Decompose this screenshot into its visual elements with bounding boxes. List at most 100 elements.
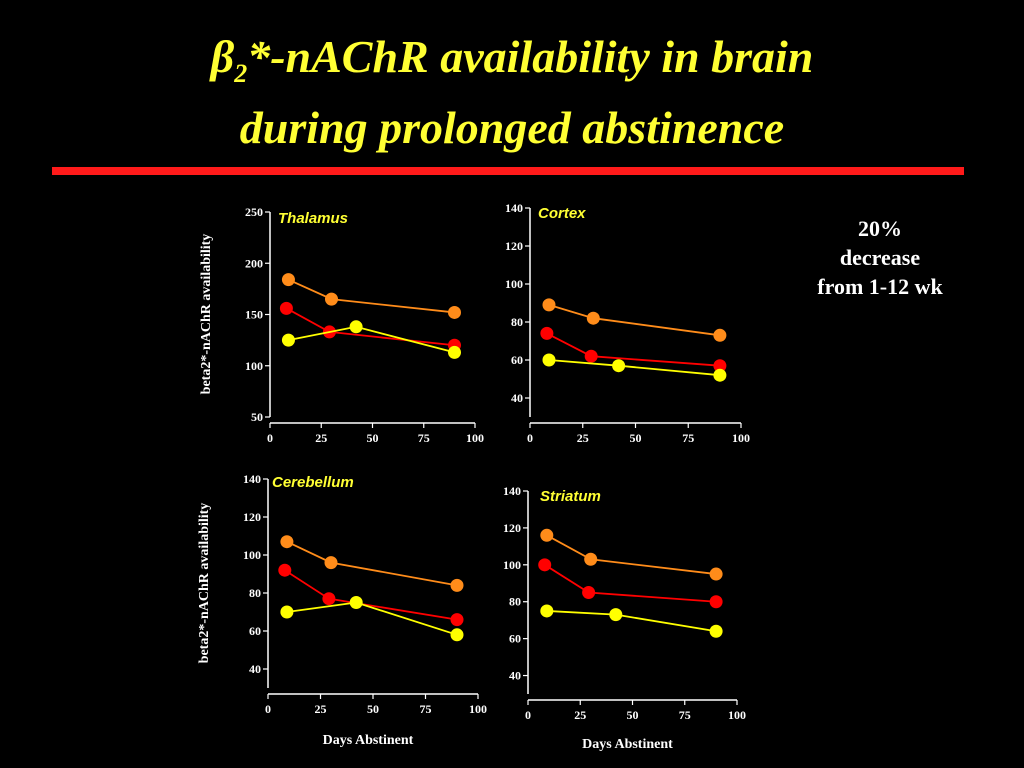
title-divider [52, 167, 964, 175]
series-line-3 [546, 610, 717, 633]
data-point [542, 298, 556, 312]
x-tick-label: 50 [630, 431, 642, 445]
x-tick-label: 25 [315, 431, 327, 445]
y-tick-label: 200 [245, 256, 263, 270]
data-point [325, 292, 338, 306]
y-tick-label: 40 [249, 662, 261, 676]
data-point [450, 578, 464, 592]
data-point [322, 592, 336, 606]
panel-label: Cerebellum [272, 474, 354, 491]
title-line-2: during prolonged abstinence [239, 102, 785, 154]
data-point [609, 608, 623, 622]
y-tick-label: 140 [503, 484, 521, 498]
y-tick-label: 120 [503, 521, 521, 535]
y-tick-label: 140 [505, 201, 523, 215]
x-tick-label: 100 [469, 702, 487, 716]
x-tick-label: 0 [525, 708, 531, 722]
y-tick-label: 80 [509, 595, 521, 609]
data-point [713, 328, 727, 342]
slide-title: β2*-nAChR availability in brain during p… [0, 30, 1024, 155]
y-tick-label: 120 [243, 510, 261, 524]
y-tick-label: 100 [245, 359, 263, 373]
series-line-2 [546, 332, 720, 367]
data-point [540, 326, 554, 340]
title-beta-symbol: β [210, 31, 235, 82]
x-tick-label: 75 [679, 708, 691, 722]
data-point [280, 535, 294, 549]
x-tick-label: 75 [418, 431, 430, 445]
data-point [584, 349, 598, 363]
y-tick-label: 100 [505, 277, 523, 291]
data-point [279, 301, 293, 315]
x-tick-label: 100 [732, 431, 750, 445]
title-line-1: β2*-nAChR availability in brain [0, 30, 1024, 101]
y-axis-label: beta2*-nAChR availability [199, 234, 214, 395]
title-rest: *-nAChR availability in brain [247, 31, 814, 82]
data-point [448, 305, 461, 319]
data-point [709, 595, 723, 609]
data-point [540, 604, 554, 618]
y-tick-label: 40 [511, 391, 523, 405]
x-tick-label: 50 [367, 702, 379, 716]
x-axis-label: Days Abstinent [582, 737, 673, 752]
title-subscript: 2 [234, 59, 248, 89]
y-tick-label: 100 [503, 558, 521, 572]
x-tick-label: 50 [627, 708, 639, 722]
data-point [542, 353, 556, 367]
y-tick-label: 50 [251, 410, 263, 424]
y-tick-label: 60 [509, 632, 521, 646]
panel-label: Thalamus [278, 210, 348, 227]
data-point [278, 563, 292, 577]
x-tick-label: 50 [367, 431, 379, 445]
x-tick-label: 0 [265, 702, 271, 716]
panel-cerebellum: 40 60 80 100 120 140 0 25 50 75 100 Cerebellum beta2… [197, 472, 487, 748]
y-tick-label: 80 [249, 586, 261, 600]
x-axis-label: Days Abstinent [323, 733, 414, 748]
y-tick-label: 60 [511, 353, 523, 367]
data-point [281, 273, 295, 287]
data-point [450, 628, 464, 642]
x-tick-label: 0 [527, 431, 533, 445]
panel-thalamus: 50 100 150 200 250 0 25 50 75 100 Thalamus beta2*-n… [199, 205, 484, 445]
x-tick-label: 100 [728, 708, 746, 722]
series-line-2 [285, 307, 455, 347]
series-line-3 [548, 359, 720, 377]
panel-label: Cortex [538, 205, 586, 222]
panel-cortex: 40 60 80 100 120 140 0 25 50 75 100 Cortex [505, 201, 750, 445]
x-tick-label: 100 [466, 431, 484, 445]
data-point [713, 359, 727, 373]
data-point [538, 558, 552, 572]
x-tick-label: 0 [267, 431, 273, 445]
series-line-1 [288, 278, 455, 314]
data-point [709, 567, 723, 581]
data-point [448, 345, 461, 359]
data-point [324, 556, 338, 570]
series-line-1 [286, 540, 458, 587]
data-point [586, 311, 600, 325]
x-tick-label: 25 [577, 431, 589, 445]
note-line-1: 20% [858, 216, 902, 241]
y-tick-label: 140 [243, 472, 261, 486]
panel-striatum: 40 60 80 100 120 140 0 25 50 75 100 Striatum Days Ab… [503, 484, 746, 752]
x-tick-label: 25 [574, 708, 586, 722]
y-tick-label: 120 [505, 239, 523, 253]
data-point [281, 333, 295, 347]
data-point [450, 613, 464, 627]
series-line-2 [284, 569, 458, 621]
summary-note: 20% decrease from 1-12 wk [780, 214, 980, 301]
series-line-3 [288, 325, 455, 354]
data-point [709, 624, 723, 638]
x-tick-label: 75 [420, 702, 432, 716]
y-tick-label: 250 [245, 205, 263, 219]
data-point [349, 596, 363, 609]
y-tick-label: 40 [509, 669, 521, 683]
data-point [280, 605, 294, 619]
data-point [540, 528, 554, 542]
series-line-1 [546, 534, 717, 575]
x-tick-label: 75 [682, 431, 694, 445]
y-tick-label: 150 [245, 308, 263, 322]
data-point [582, 586, 596, 599]
series-line-1 [548, 304, 721, 337]
data-point [584, 552, 598, 566]
